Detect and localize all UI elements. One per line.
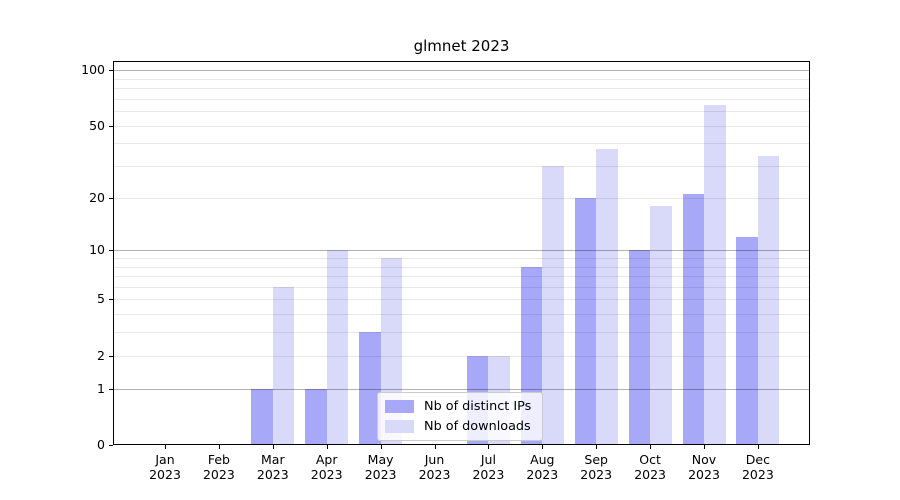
gridline-major — [113, 250, 810, 252]
y-tick-mark — [109, 197, 113, 199]
gridline-minor — [113, 87, 810, 89]
gridline-minor — [113, 166, 810, 167]
legend-label: Nb of downloads — [424, 419, 531, 434]
bar-nb-of-distinct-ips — [736, 236, 758, 445]
x-tick-label: Aug 2023 — [526, 452, 559, 482]
x-tick-mark — [218, 445, 220, 449]
legend-row: Nb of distinct IPs — [385, 399, 534, 414]
gridline-minor — [113, 266, 810, 268]
x-tick-label: Jul 2023 — [472, 452, 505, 482]
x-tick-label: Oct 2023 — [634, 452, 666, 482]
legend-label: Nb of distinct IPs — [424, 399, 532, 414]
legend-swatch-nb-of-downloads — [385, 420, 414, 433]
bar-nb-of-distinct-ips — [305, 388, 327, 445]
x-tick-mark — [380, 445, 382, 449]
bar-nb-of-distinct-ips — [251, 388, 273, 445]
x-tick-mark — [165, 445, 166, 449]
y-tick-mark — [109, 70, 113, 71]
x-tick-mark — [704, 445, 705, 449]
gridline-minor — [113, 314, 810, 316]
y-tick-mark — [109, 250, 113, 252]
x-tick-mark — [434, 445, 436, 449]
x-tick-label: Jan 2023 — [149, 452, 181, 482]
bar-nb-of-distinct-ips — [682, 193, 704, 445]
y-tick-mark — [109, 299, 113, 301]
bar-nb-of-downloads — [326, 250, 349, 445]
gridline-minor — [113, 143, 810, 145]
gridline-minor — [113, 332, 810, 334]
x-tick-mark — [542, 445, 544, 449]
gridline-minor — [113, 78, 810, 80]
x-tick-label: Dec 2023 — [741, 452, 774, 482]
x-tick-label: Feb 2023 — [202, 452, 235, 482]
x-tick-label: Sep 2023 — [580, 452, 613, 482]
x-tick-mark — [326, 445, 328, 449]
gridline-minor — [113, 286, 810, 288]
x-tick-label: Nov 2023 — [688, 452, 720, 482]
y-tick-mark — [109, 388, 113, 390]
y-tick-mark — [109, 355, 113, 357]
x-tick-mark — [272, 445, 274, 449]
x-tick-label: May 2023 — [364, 452, 397, 482]
x-tick-mark — [757, 445, 759, 449]
y-tick-mark — [109, 445, 113, 446]
gridline-major — [113, 70, 810, 71]
y-tick-label: 2 — [97, 347, 105, 363]
y-tick-label: 100 — [81, 62, 105, 77]
bar-nb-of-distinct-ips — [628, 250, 651, 445]
y-tick-mark — [109, 125, 113, 127]
gridline-minor — [113, 98, 810, 100]
gridline-minor — [113, 355, 810, 357]
legend: Nb of distinct IPs Nb of downloads — [377, 392, 543, 441]
bar-nb-of-downloads — [704, 104, 726, 445]
x-tick-mark — [650, 445, 652, 449]
y-tick-label: 20 — [89, 189, 105, 205]
bar-nb-of-downloads — [757, 156, 780, 445]
x-tick-label: Jun 2023 — [418, 452, 451, 482]
x-tick-label: Apr 2023 — [310, 452, 343, 482]
legend-swatch-nb-of-distinct-ips — [385, 400, 414, 413]
bar-nb-of-distinct-ips — [574, 197, 597, 445]
y-tick-label: 0 — [97, 437, 105, 452]
bar-nb-of-distinct-ips — [359, 332, 381, 445]
bar-nb-of-downloads — [272, 286, 295, 445]
legend-row: Nb of downloads — [385, 419, 534, 434]
y-tick-label: 10 — [89, 242, 105, 258]
y-tick-label: 1 — [97, 380, 105, 396]
bar-nb-of-downloads — [542, 166, 564, 445]
gridline-major — [113, 388, 810, 390]
gridline-minor — [113, 125, 810, 127]
y-tick-label: 50 — [89, 117, 105, 133]
x-tick-label: Mar 2023 — [256, 452, 289, 482]
bar-nb-of-downloads — [650, 205, 672, 445]
x-tick-mark — [488, 445, 490, 449]
gridline-minor — [113, 299, 810, 301]
gridline-minor — [113, 276, 810, 277]
chart-title: glmnet 2023 — [413, 37, 510, 55]
bar-nb-of-downloads — [596, 149, 618, 445]
y-tick-label: 5 — [97, 291, 105, 307]
gridline-minor — [113, 197, 810, 199]
x-tick-mark — [596, 445, 598, 449]
gridline-minor — [113, 111, 810, 112]
gridline-minor — [113, 257, 810, 259]
